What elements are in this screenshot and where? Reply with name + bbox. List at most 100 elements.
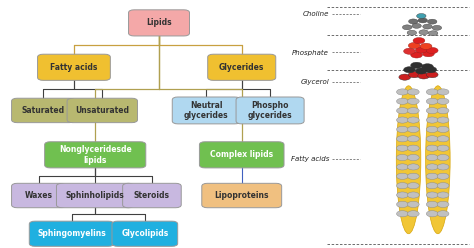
FancyBboxPatch shape [67, 98, 137, 123]
Text: Phospho
glycerides: Phospho glycerides [248, 101, 292, 120]
Circle shape [426, 98, 438, 104]
Circle shape [397, 164, 408, 170]
Text: Phosphate: Phosphate [292, 49, 329, 56]
Circle shape [397, 192, 408, 198]
Circle shape [437, 155, 449, 161]
Circle shape [426, 145, 438, 151]
Circle shape [397, 136, 408, 142]
FancyBboxPatch shape [123, 183, 181, 208]
Circle shape [412, 23, 421, 28]
Text: Neutral
glycerides: Neutral glycerides [184, 101, 228, 120]
FancyBboxPatch shape [200, 142, 284, 168]
Circle shape [426, 192, 438, 198]
Circle shape [420, 43, 432, 49]
Circle shape [410, 62, 422, 68]
Text: Lipoproteins: Lipoproteins [214, 191, 269, 200]
Circle shape [407, 98, 419, 104]
Circle shape [426, 72, 438, 78]
Circle shape [407, 201, 419, 208]
Text: Waxes: Waxes [25, 191, 53, 200]
Text: Complex lipids: Complex lipids [210, 150, 273, 159]
Circle shape [426, 201, 438, 208]
Circle shape [397, 98, 408, 104]
Text: Glycerides: Glycerides [219, 63, 264, 72]
Circle shape [418, 18, 428, 23]
Circle shape [407, 117, 419, 123]
Circle shape [426, 117, 438, 123]
Circle shape [419, 30, 428, 35]
Circle shape [397, 108, 408, 114]
Circle shape [407, 211, 419, 217]
Text: Glycerol: Glycerol [301, 79, 329, 85]
Text: Glycolipids: Glycolipids [121, 229, 168, 238]
Text: Fatty acids: Fatty acids [291, 155, 329, 162]
Circle shape [437, 126, 449, 132]
FancyBboxPatch shape [236, 97, 304, 124]
Circle shape [426, 108, 438, 114]
Circle shape [407, 183, 419, 189]
Circle shape [437, 201, 449, 208]
Circle shape [437, 183, 449, 189]
Circle shape [402, 25, 412, 30]
Text: Saturated: Saturated [22, 106, 65, 115]
Ellipse shape [396, 86, 421, 234]
FancyBboxPatch shape [208, 54, 276, 80]
Circle shape [407, 145, 419, 151]
Circle shape [407, 192, 419, 198]
Circle shape [407, 108, 419, 114]
Circle shape [397, 117, 408, 123]
Circle shape [421, 64, 433, 70]
Circle shape [408, 42, 420, 49]
FancyBboxPatch shape [45, 142, 146, 168]
Circle shape [397, 126, 408, 132]
Circle shape [426, 183, 438, 189]
FancyBboxPatch shape [172, 97, 240, 124]
Text: Sphinholipids: Sphinholipids [66, 191, 125, 200]
Text: Sphingomyelins: Sphingomyelins [37, 229, 106, 238]
Circle shape [437, 173, 449, 179]
Circle shape [425, 67, 437, 73]
Circle shape [397, 201, 408, 208]
Circle shape [418, 73, 429, 79]
Circle shape [397, 183, 408, 189]
FancyBboxPatch shape [112, 221, 178, 246]
Circle shape [397, 155, 408, 161]
Circle shape [437, 192, 449, 198]
Circle shape [410, 52, 422, 58]
Circle shape [426, 164, 438, 170]
Circle shape [437, 89, 449, 95]
Circle shape [437, 108, 449, 114]
Circle shape [415, 47, 427, 53]
Circle shape [432, 25, 442, 30]
Circle shape [407, 89, 419, 95]
Circle shape [426, 89, 438, 95]
Circle shape [399, 74, 410, 80]
FancyBboxPatch shape [128, 10, 190, 36]
FancyBboxPatch shape [11, 183, 65, 208]
Circle shape [437, 136, 449, 142]
Circle shape [403, 67, 415, 73]
Text: Choline: Choline [303, 11, 329, 17]
FancyBboxPatch shape [56, 183, 134, 208]
Circle shape [423, 24, 432, 29]
Circle shape [397, 173, 408, 179]
Circle shape [397, 145, 408, 151]
Circle shape [422, 51, 434, 57]
Circle shape [407, 30, 417, 35]
Circle shape [426, 173, 438, 179]
Circle shape [407, 173, 419, 179]
FancyBboxPatch shape [11, 98, 75, 123]
FancyBboxPatch shape [202, 183, 282, 208]
Circle shape [397, 211, 408, 217]
Text: Lipids: Lipids [146, 18, 172, 27]
Circle shape [417, 14, 426, 18]
FancyBboxPatch shape [37, 54, 110, 80]
Circle shape [428, 19, 437, 24]
Text: Unsaturated: Unsaturated [75, 106, 129, 115]
Circle shape [426, 126, 438, 132]
Circle shape [426, 47, 438, 54]
Circle shape [437, 98, 449, 104]
Circle shape [415, 68, 427, 74]
Ellipse shape [426, 86, 450, 234]
Text: Fatty acids: Fatty acids [50, 63, 98, 72]
